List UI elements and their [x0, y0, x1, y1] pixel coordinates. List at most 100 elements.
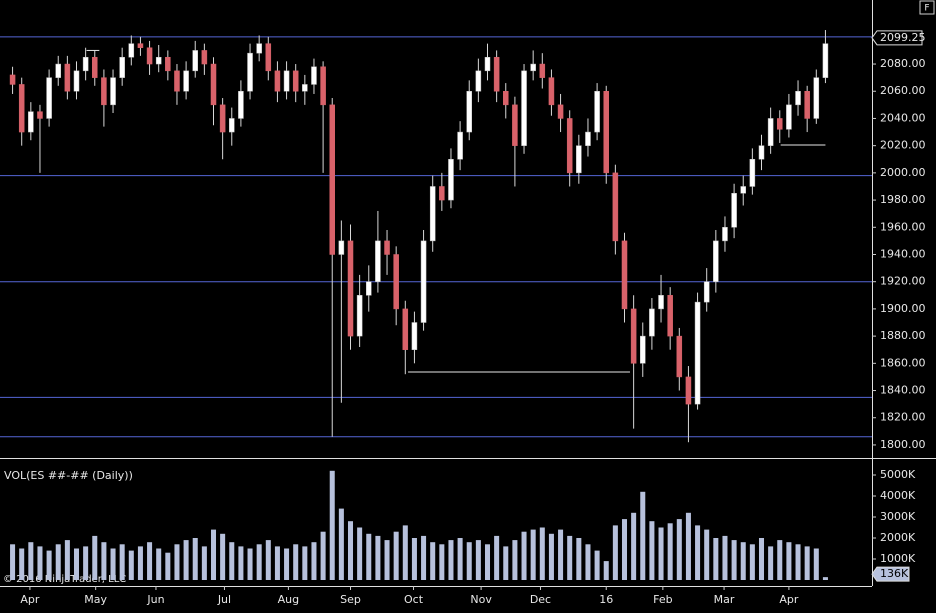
volume-bar — [19, 548, 25, 580]
candle-body — [777, 118, 783, 130]
volume-bar — [192, 537, 198, 580]
volume-bar — [539, 527, 545, 580]
candle-body — [402, 308, 409, 350]
volume-bar — [256, 544, 262, 580]
candle-body — [329, 104, 335, 255]
volume-bar — [676, 519, 682, 580]
candle-body — [302, 84, 308, 92]
volume-bar — [284, 548, 290, 580]
candle-body — [576, 145, 582, 174]
candle-body — [92, 56, 98, 78]
volume-bar — [64, 540, 70, 580]
f-button[interactable] — [919, 0, 935, 15]
candle-body — [786, 104, 792, 130]
candle-body — [37, 111, 43, 119]
volume-bar — [229, 542, 235, 580]
candle-body — [640, 335, 646, 364]
candle-body — [667, 295, 673, 337]
candle-body — [73, 70, 80, 92]
volume-bar — [28, 542, 34, 580]
candle-body — [393, 254, 399, 310]
candle-body — [713, 240, 719, 282]
volume-bar — [357, 527, 363, 580]
volume-bar — [804, 546, 810, 580]
candle-body — [311, 66, 317, 85]
x-tick-label: Jun — [146, 593, 164, 606]
volume-bar — [713, 537, 719, 580]
volume-title: VOL(ES ##-## (Daily)) — [4, 469, 133, 482]
candle-body — [256, 43, 262, 54]
volume-bar — [612, 525, 618, 580]
candle-body — [165, 56, 171, 72]
volume-bar — [521, 531, 527, 580]
y-tick-label: 1960.00 — [880, 220, 926, 233]
volume-bar — [320, 531, 326, 580]
volume-bar — [466, 542, 472, 580]
volume-bar — [338, 508, 344, 580]
volume-bar — [174, 544, 180, 580]
volume-bar — [302, 546, 308, 580]
volume-bar — [667, 523, 673, 580]
candle-body — [758, 145, 765, 160]
candle-body — [347, 240, 354, 337]
volume-bar — [10, 544, 16, 580]
volume-bar — [786, 542, 792, 580]
volume-tick-label: 5000K — [880, 468, 916, 481]
candle-body — [429, 186, 436, 242]
last-price-label: 2099.25 — [880, 31, 926, 44]
y-tick-label: 2060.00 — [880, 84, 926, 97]
volume-bar — [749, 544, 755, 580]
candle-body — [530, 63, 536, 72]
volume-bar — [503, 546, 509, 580]
volume-bar — [128, 550, 134, 580]
candle-body — [146, 47, 153, 65]
candle-body — [475, 70, 482, 92]
candle-body — [694, 301, 701, 405]
candle-body — [448, 159, 454, 201]
volume-bar — [731, 540, 737, 580]
y-tick-label: 2040.00 — [880, 111, 926, 124]
volume-bar — [585, 544, 591, 580]
volume-bar — [156, 548, 162, 580]
candle-body — [749, 159, 756, 187]
candle-body — [466, 90, 472, 133]
copyright: © 2016 NinjaTrader, LLC — [3, 574, 126, 585]
volume-bar — [92, 535, 98, 580]
volume-bar — [512, 540, 518, 580]
volume-bar — [430, 542, 436, 580]
x-tick-label: Mar — [714, 593, 735, 606]
volume-bar — [548, 533, 554, 580]
y-tick-label: 2020.00 — [880, 139, 926, 152]
candle-body — [566, 118, 573, 174]
volume-bar — [530, 529, 536, 580]
volume-tick-label: 4000K — [880, 489, 916, 502]
y-tick-label: 1980.00 — [880, 193, 926, 206]
volume-tick-label: 2000K — [880, 531, 916, 544]
candle-body — [283, 70, 290, 92]
candle-body — [28, 111, 34, 133]
volume-bar — [685, 512, 691, 580]
x-tick-label: Apr — [20, 593, 40, 606]
volume-bar — [411, 537, 417, 580]
f-button-label[interactable]: F — [924, 4, 929, 14]
y-tick-label: 1900.00 — [880, 302, 926, 315]
volume-bar — [201, 546, 207, 580]
volume-bar — [603, 561, 609, 580]
candle-body — [375, 240, 381, 282]
candle-body — [356, 295, 363, 337]
x-tick-label: Dec — [530, 593, 551, 606]
candle-body — [484, 56, 491, 72]
candle-body — [384, 240, 390, 255]
last-price-tag — [871, 30, 923, 46]
y-tick-label: 1860.00 — [880, 356, 926, 369]
volume-bar — [740, 542, 746, 580]
volume-bar — [119, 544, 125, 580]
volume-bar — [640, 491, 646, 580]
volume-bar — [329, 470, 335, 580]
x-tick-label: 16 — [599, 593, 613, 606]
candle-body — [539, 63, 546, 78]
candle-body — [110, 77, 116, 106]
volume-bar — [147, 542, 153, 580]
volume-bar — [46, 550, 52, 580]
